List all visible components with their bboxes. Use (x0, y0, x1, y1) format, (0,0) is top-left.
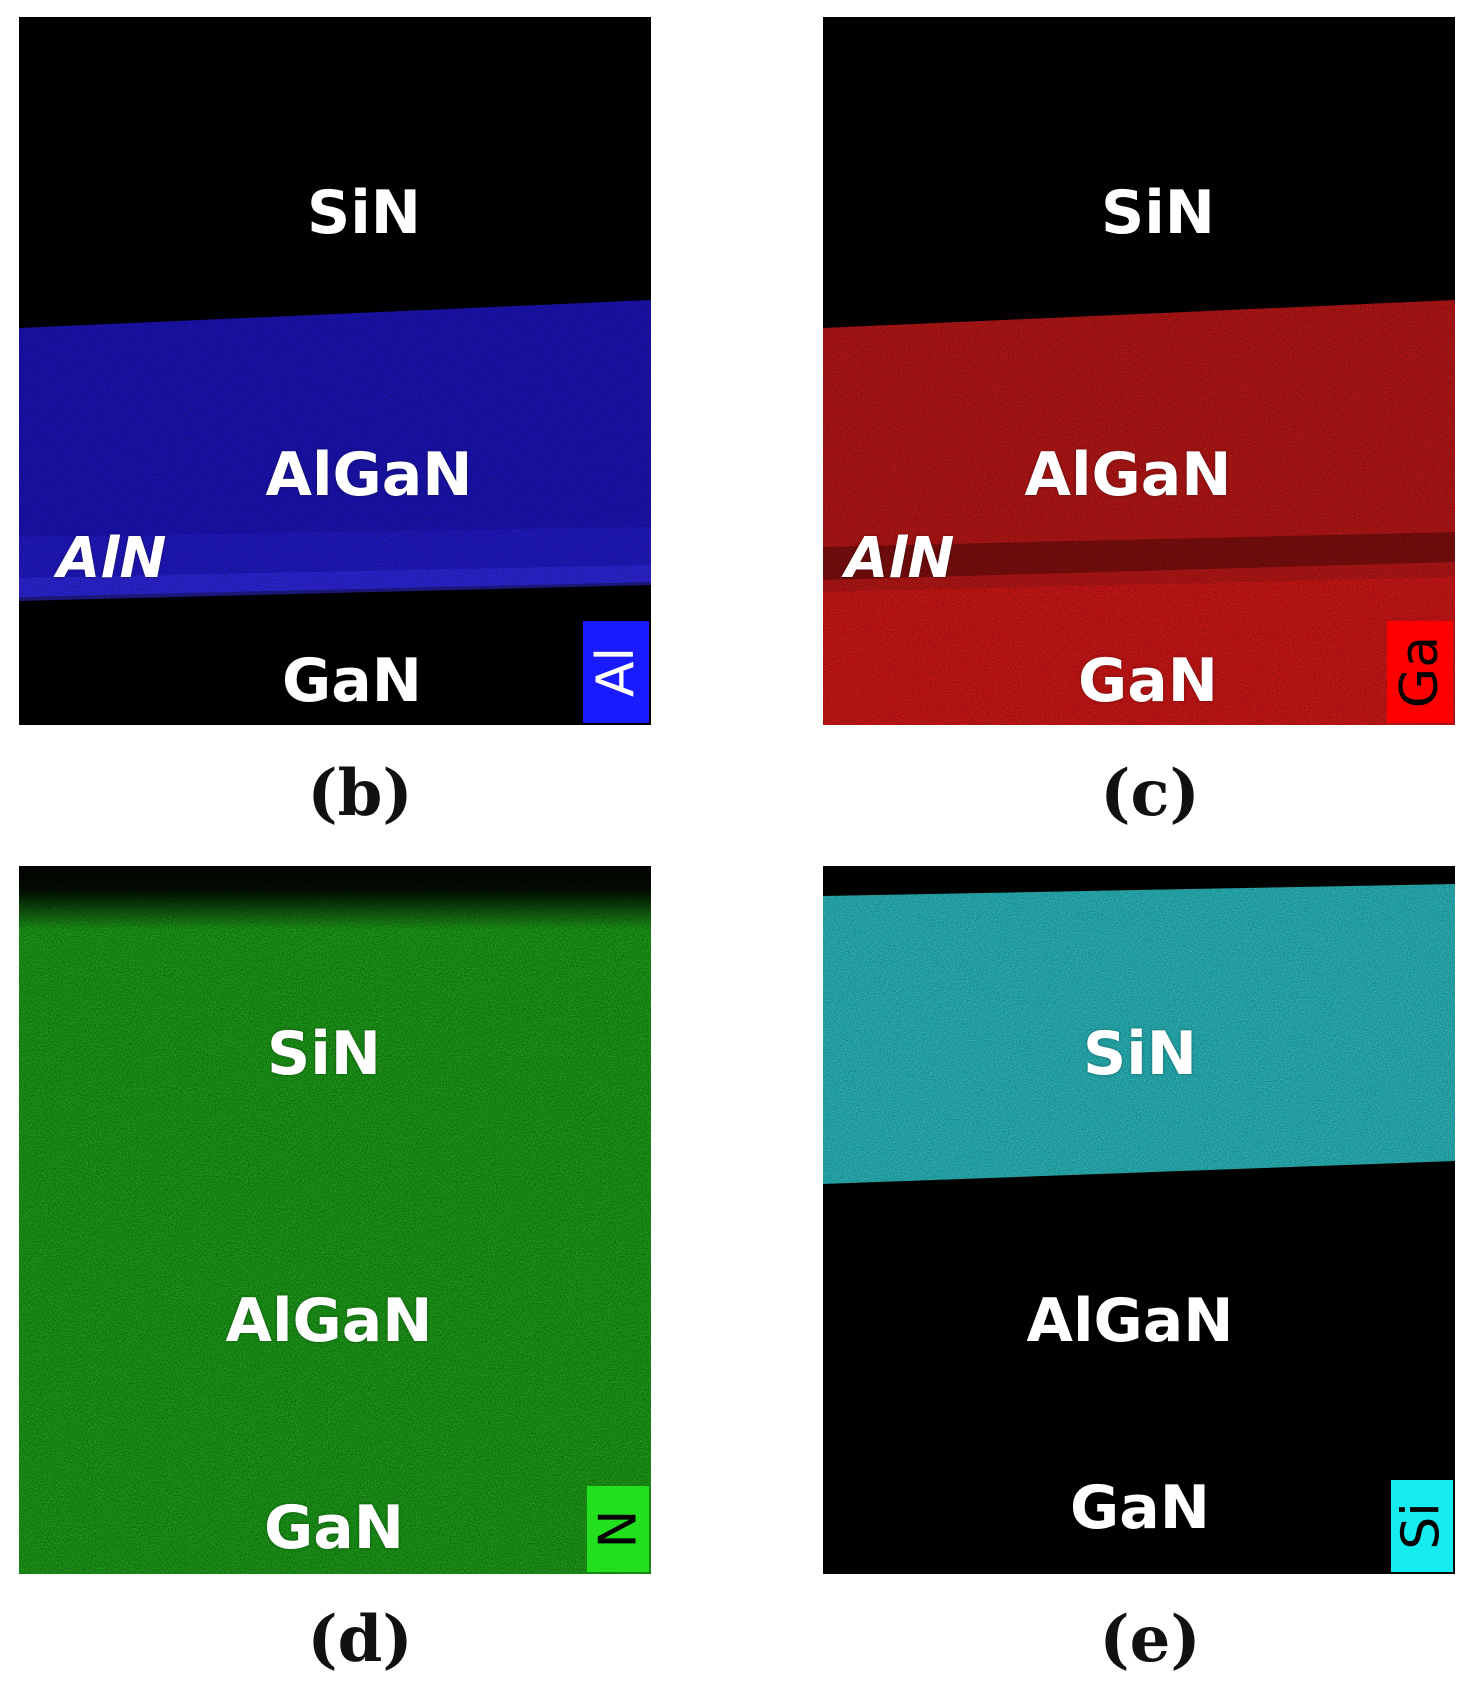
element-tag-si: Si (1391, 1480, 1453, 1572)
caption-e: (e) (1099, 1602, 1201, 1677)
al-map-image (19, 17, 651, 725)
caption-c: (c) (1100, 756, 1200, 831)
eds-map-si: SiN AlGaN GaN Si (823, 866, 1455, 1574)
layer-label-aln: AlN (57, 526, 167, 591)
layer-label-gan: GaN (282, 646, 422, 716)
eds-map-n: SiN AlGaN GaN N (19, 866, 651, 1574)
caption-d: (d) (307, 1602, 413, 1677)
layer-label-algan: AlGaN (265, 440, 473, 510)
element-tag-n: N (587, 1486, 649, 1572)
layer-label-algan: AlGaN (225, 1286, 433, 1356)
layer-label-algan: AlGaN (1026, 1286, 1234, 1356)
ga-map-image (823, 17, 1455, 725)
layer-label-gan: GaN (264, 1493, 404, 1563)
layer-label-aln: AlN (845, 526, 955, 591)
n-map-image (19, 866, 651, 1574)
layer-label-gan: GaN (1070, 1473, 1210, 1543)
layer-label-sin: SiN (1083, 1019, 1197, 1089)
eds-map-al: SiN AlGaN AlN GaN Al (19, 17, 651, 725)
layer-label-sin: SiN (307, 178, 421, 248)
element-tag-al: Al (583, 621, 649, 723)
eds-map-ga: SiN AlGaN AlN GaN Ga (823, 17, 1455, 725)
layer-label-sin: SiN (1101, 178, 1215, 248)
layer-label-algan: AlGaN (1024, 440, 1232, 510)
layer-label-gan: GaN (1078, 646, 1218, 716)
caption-b: (b) (307, 756, 413, 831)
layer-label-sin: SiN (267, 1019, 381, 1089)
si-map-image (823, 866, 1455, 1574)
element-tag-ga: Ga (1387, 621, 1453, 723)
